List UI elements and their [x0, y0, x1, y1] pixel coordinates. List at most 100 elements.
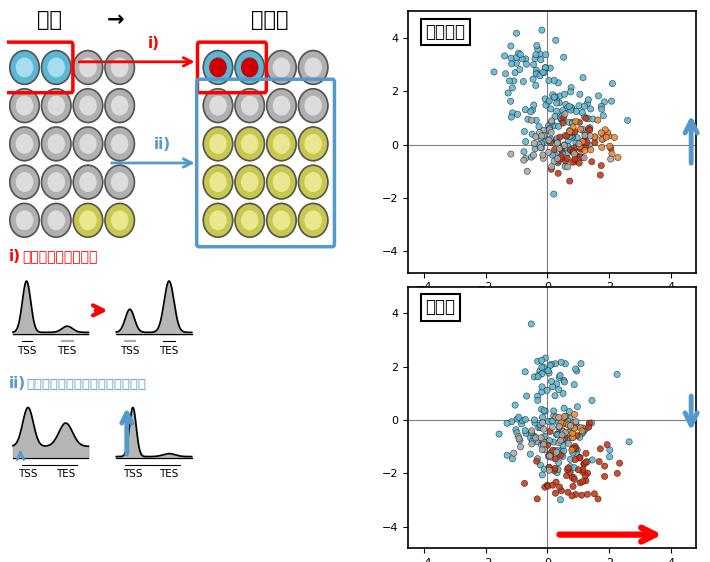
Point	[544, 436, 555, 445]
Point	[604, 452, 616, 461]
Point	[574, 433, 586, 442]
Point	[569, 157, 581, 166]
Point	[539, 432, 550, 441]
Point	[554, 451, 565, 460]
Point	[593, 92, 604, 101]
Point	[532, 372, 544, 381]
Point	[549, 157, 560, 166]
Point	[587, 115, 599, 124]
Point	[562, 464, 574, 473]
Point	[525, 450, 536, 459]
Text: TSS: TSS	[17, 346, 36, 356]
Point	[542, 482, 554, 491]
Ellipse shape	[73, 127, 103, 161]
Point	[569, 149, 580, 158]
Point	[568, 144, 579, 153]
Point	[548, 411, 559, 420]
Point	[546, 377, 557, 386]
Point	[555, 152, 567, 161]
Point	[552, 465, 564, 474]
Point	[543, 463, 555, 472]
Point	[525, 153, 537, 162]
Ellipse shape	[105, 165, 134, 199]
Point	[525, 107, 537, 116]
Point	[542, 481, 553, 490]
Point	[567, 123, 579, 132]
Point	[570, 417, 581, 426]
Point	[555, 418, 567, 427]
Point	[569, 154, 581, 163]
Point	[515, 442, 526, 451]
Point	[596, 128, 607, 137]
Point	[552, 138, 563, 147]
Point	[564, 455, 576, 464]
Point	[585, 146, 596, 155]
Point	[556, 112, 567, 121]
Point	[554, 422, 565, 431]
Point	[529, 373, 540, 382]
Point	[507, 108, 518, 117]
Point	[506, 417, 518, 426]
Point	[580, 457, 591, 466]
Point	[581, 490, 593, 498]
Point	[493, 429, 505, 438]
Point	[559, 434, 570, 443]
Point	[596, 105, 607, 114]
Point	[572, 431, 583, 440]
Point	[549, 76, 560, 85]
Point	[538, 126, 550, 135]
Point	[573, 139, 584, 148]
Point	[599, 97, 610, 106]
Point	[516, 419, 528, 428]
Ellipse shape	[42, 89, 71, 123]
Point	[538, 131, 550, 140]
Point	[552, 418, 564, 427]
Point	[501, 451, 513, 460]
Point	[535, 49, 546, 58]
Point	[555, 115, 567, 124]
Point	[536, 139, 547, 148]
Point	[534, 366, 545, 375]
Point	[538, 406, 550, 415]
Ellipse shape	[16, 96, 33, 115]
Point	[536, 440, 547, 449]
Point	[560, 434, 572, 443]
Point	[562, 417, 574, 426]
Point	[547, 90, 558, 99]
Point	[540, 63, 551, 72]
Point	[544, 466, 555, 475]
Point	[540, 353, 551, 362]
Point	[564, 407, 575, 416]
Ellipse shape	[16, 173, 33, 191]
Point	[555, 448, 566, 457]
Point	[506, 60, 518, 69]
Point	[542, 97, 554, 106]
Point	[550, 489, 561, 498]
Ellipse shape	[111, 211, 128, 229]
Point	[531, 41, 542, 50]
Point	[574, 118, 585, 127]
Point	[623, 437, 635, 446]
Point	[519, 127, 530, 136]
Point	[516, 416, 528, 425]
Point	[559, 141, 570, 150]
Point	[572, 445, 583, 454]
Point	[545, 452, 557, 461]
Point	[542, 366, 554, 375]
Point	[578, 427, 589, 436]
Point	[568, 473, 579, 482]
Point	[566, 128, 577, 137]
Point	[575, 125, 586, 134]
Point	[556, 145, 567, 154]
Point	[589, 133, 601, 142]
Point	[577, 427, 588, 436]
Point	[551, 448, 562, 457]
Point	[548, 189, 559, 198]
Ellipse shape	[273, 211, 290, 229]
Point	[547, 446, 558, 455]
Point	[557, 111, 568, 120]
Point	[557, 430, 568, 439]
Point	[564, 102, 575, 111]
Point	[564, 146, 576, 155]
Point	[579, 424, 591, 433]
